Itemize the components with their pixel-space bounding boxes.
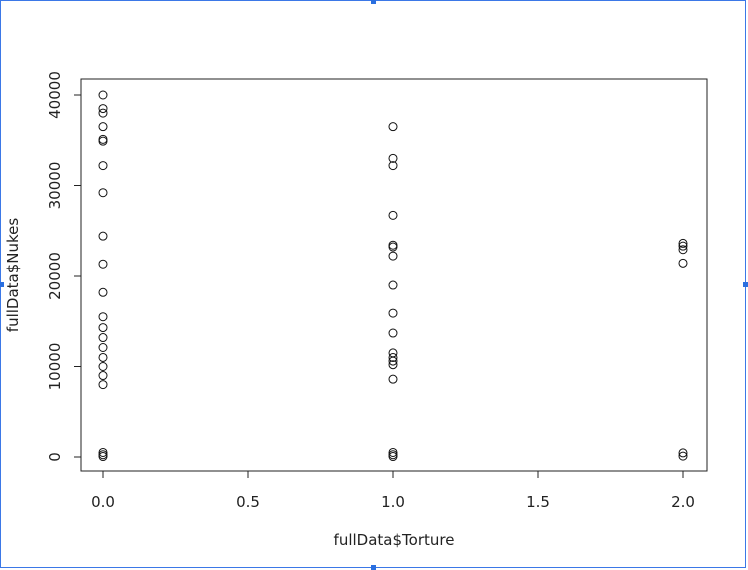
resize-handle-top[interactable] [371,0,376,4]
y-tick-label: 20000 [46,252,64,300]
y-tick-label: 0 [46,452,64,462]
data-point [98,108,108,118]
resize-handle-bottom[interactable] [371,565,376,570]
data-point [98,447,108,457]
x-axis: 0.0 0.5 1.0 1.5 2.0 [91,470,695,511]
data-point [388,452,398,462]
data-point [98,287,108,297]
data-point [388,447,398,457]
y-tick-label: 30000 [46,162,64,210]
data-point [678,451,688,461]
data-point [678,238,688,248]
data-point [98,161,108,171]
data-point [678,258,688,268]
data-point [98,90,108,100]
data-point [98,312,108,322]
data-point [98,134,108,144]
data-point [98,122,108,132]
resize-handle-left[interactable] [0,282,4,287]
data-point [678,241,688,251]
data-point [98,333,108,343]
data-point [98,104,108,114]
data-point [388,161,398,171]
data-point [98,452,108,462]
data-point [388,348,398,358]
x-tick-label: 2.0 [671,493,695,511]
data-point [388,210,398,220]
data-point [388,240,398,250]
x-axis-label: fullData$Torture [334,531,455,549]
data-point [98,188,108,198]
data-point [388,122,398,132]
data-points [98,90,688,462]
resize-handle-right[interactable] [743,282,748,287]
data-point [388,242,398,252]
x-tick-label: 1.5 [526,493,550,511]
data-point [388,308,398,318]
data-point [388,328,398,338]
data-point [388,356,398,366]
data-point [98,342,108,352]
data-point [388,251,398,261]
data-point [388,153,398,163]
x-tick-label: 0.0 [91,493,115,511]
data-point [98,231,108,241]
data-point [388,280,398,290]
x-tick-label: 0.5 [236,493,260,511]
y-axis-label: fullData$Nukes [4,218,22,333]
data-point [388,352,398,362]
data-point [678,245,688,255]
y-tick-label: 10000 [46,343,64,391]
data-point [388,360,398,370]
y-axis: 0 10000 20000 30000 40000 [46,71,82,462]
data-point [678,448,688,458]
data-point [388,374,398,384]
data-point [98,362,108,371]
data-point [98,259,108,269]
data-point [98,323,108,333]
y-tick-label: 40000 [46,71,64,119]
data-point [98,371,108,381]
x-tick-label: 1.0 [381,493,405,511]
data-point [98,380,108,390]
data-point [98,352,108,362]
data-point [98,136,108,146]
plot-area-box [80,78,708,472]
